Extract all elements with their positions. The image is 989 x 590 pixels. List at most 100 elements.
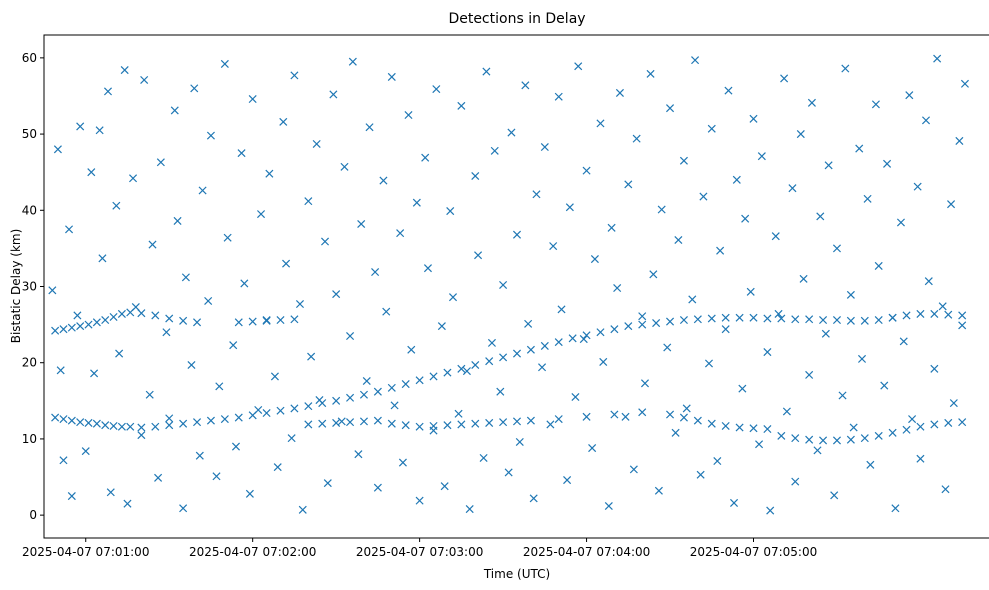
data-point	[557, 305, 566, 314]
data-point	[362, 376, 371, 386]
data-point	[663, 343, 672, 352]
data-point	[938, 302, 947, 311]
data-point	[902, 425, 911, 434]
data-point	[323, 479, 332, 488]
data-point	[415, 496, 424, 505]
data-point	[282, 259, 291, 268]
data-point	[696, 470, 705, 479]
data-point	[248, 317, 257, 326]
data-point	[485, 418, 494, 427]
data-point	[679, 413, 688, 422]
data-point	[307, 352, 316, 361]
data-point	[590, 255, 599, 264]
data-point	[838, 391, 847, 400]
data-point	[791, 434, 800, 443]
data-point	[512, 349, 522, 358]
data-point	[112, 201, 121, 210]
data-point	[571, 392, 580, 402]
x-axis: 2025-04-07 07:01:00 2025-04-07 07:02:00 20…	[22, 538, 817, 559]
data-point	[499, 280, 508, 290]
data-point	[51, 326, 60, 335]
data-point	[930, 364, 939, 373]
data-point	[204, 296, 213, 306]
data-point	[588, 444, 597, 453]
data-point	[98, 254, 107, 263]
data-point	[880, 381, 889, 390]
data-point	[549, 242, 558, 251]
data-point	[67, 492, 76, 501]
data-point	[899, 337, 908, 346]
data-point	[958, 321, 967, 330]
data-point	[256, 210, 266, 219]
data-point	[245, 489, 254, 498]
data-point	[404, 110, 413, 120]
data-point	[526, 345, 535, 354]
data-point	[902, 311, 911, 320]
data-point	[59, 325, 68, 334]
data-point	[832, 244, 841, 253]
data-point	[640, 379, 650, 388]
data-point	[841, 64, 850, 73]
data-point	[59, 456, 68, 465]
data-point	[860, 434, 869, 443]
data-point	[819, 436, 828, 445]
data-point	[179, 504, 188, 513]
data-point	[346, 418, 355, 427]
data-point	[624, 322, 633, 331]
data-point	[84, 418, 93, 427]
data-point	[755, 440, 764, 449]
data-point	[805, 315, 814, 324]
data-point	[109, 312, 118, 322]
data-point	[947, 200, 956, 209]
data-point	[123, 499, 132, 508]
data-point	[412, 198, 421, 207]
data-point	[866, 460, 875, 469]
data-point	[512, 417, 522, 426]
data-point	[315, 396, 324, 405]
data-point	[212, 472, 221, 481]
data-point	[604, 501, 613, 511]
data-point	[117, 309, 126, 318]
y-tick-label: 60	[22, 51, 37, 65]
y-tick-label: 20	[22, 356, 37, 370]
data-point	[526, 416, 535, 425]
data-point	[471, 360, 480, 370]
data-point	[454, 409, 463, 418]
data-point	[507, 128, 516, 137]
data-point	[215, 382, 224, 391]
data-point	[874, 261, 883, 270]
data-point	[187, 360, 196, 370]
data-point	[396, 229, 405, 238]
data-point	[799, 274, 808, 283]
data-point	[304, 197, 313, 206]
data-point	[357, 219, 366, 229]
data-point	[888, 428, 897, 437]
data-point	[234, 318, 243, 327]
data-point	[276, 406, 285, 415]
data-point	[151, 311, 160, 320]
data-point	[621, 412, 630, 421]
data-point	[165, 314, 174, 323]
data-point	[190, 84, 199, 93]
data-point	[863, 194, 872, 203]
data-point	[496, 387, 505, 396]
data-point	[729, 498, 739, 507]
data-point	[387, 383, 396, 392]
data-point	[816, 212, 825, 221]
data-point	[499, 418, 508, 427]
data-point	[777, 431, 786, 440]
data-point	[423, 264, 432, 273]
data-point	[499, 353, 508, 362]
data-point	[51, 413, 60, 422]
data-point	[373, 483, 382, 492]
data-point	[179, 316, 188, 325]
data-point	[538, 363, 547, 372]
data-point	[941, 485, 950, 494]
data-point	[415, 422, 424, 431]
data-point	[777, 314, 786, 323]
data-point	[944, 418, 953, 427]
data-point	[512, 230, 522, 239]
data-point	[76, 322, 85, 331]
data-point	[295, 300, 305, 309]
data-point	[624, 180, 633, 189]
